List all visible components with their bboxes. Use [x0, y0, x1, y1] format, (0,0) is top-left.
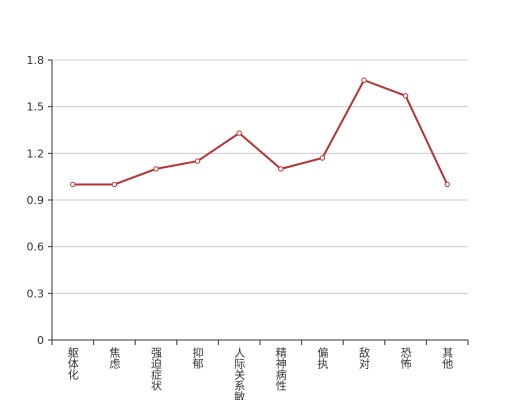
x-tick-label: 焦虑 [108, 347, 121, 369]
data-point [236, 130, 242, 136]
y-tick-label: 0.6 [27, 241, 45, 254]
x-tick-label: 躯体化 [66, 347, 79, 381]
x-tick-label: 敌对 [358, 346, 371, 369]
x-tick-label: 强迫症状 [150, 347, 163, 391]
y-tick-label: 0.3 [27, 287, 45, 300]
data-point [111, 181, 118, 188]
data-line [72, 78, 449, 186]
y-tick-label: 1.2 [27, 147, 45, 160]
data-point [444, 181, 450, 188]
data-point [361, 77, 367, 83]
data-point [319, 155, 326, 161]
y-tick-label: 0.9 [27, 194, 45, 207]
x-tick-label: 人际关系敏感 [233, 347, 246, 400]
data-point [70, 181, 76, 188]
y-tick-label: 0 [37, 334, 44, 347]
x-tick-label: 恐怖 [399, 347, 412, 369]
y-tick-label: 1.8 [27, 54, 45, 67]
x-tick-label: 精神病性 [274, 347, 287, 392]
x-tick-label: 偏执 [316, 346, 329, 370]
data-point [402, 93, 409, 99]
x-tick-label: 其他 [441, 347, 454, 369]
data-point [194, 158, 201, 164]
x-tick-label: 抑郁 [191, 346, 204, 369]
data-point [278, 166, 284, 172]
data-point [153, 166, 159, 172]
y-tick-label: 1.5 [27, 101, 45, 114]
